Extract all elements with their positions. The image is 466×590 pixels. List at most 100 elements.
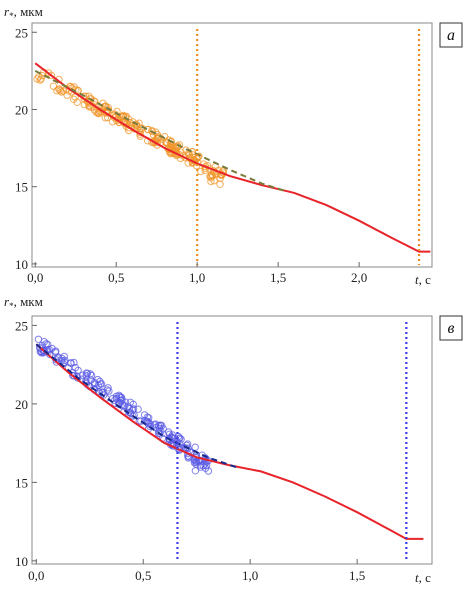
panel-a-y-tick-label: 25	[15, 25, 28, 40]
panel-b-y-tick-label: 20	[15, 397, 28, 412]
panel-a-data-point	[90, 97, 99, 105]
panel-a-y-tick-label: 20	[15, 102, 28, 117]
panel-b-data-point	[91, 380, 99, 388]
panel-a-x-axis: 0,0 0,5 1,0 1,5 2,0	[27, 262, 367, 285]
panel-b-data-point	[191, 443, 199, 451]
panel-a-data-point	[175, 141, 184, 149]
panel-b-y-tick-label: 25	[15, 318, 28, 333]
panel-b-y-tick-label: 15	[15, 475, 28, 490]
panel-b-data-point	[82, 372, 91, 380]
panel-a-data-point	[124, 124, 133, 132]
panel-b-x-tick-label: 1,5	[349, 568, 365, 583]
panel-b-model-curve	[35, 343, 424, 540]
panel-b-tag-box	[439, 315, 463, 341]
panel-a-data-point	[63, 91, 71, 99]
panel-a-data-point	[47, 71, 56, 80]
panel-a-x-tick-label: 1,0	[189, 270, 205, 285]
panel-b-data-point	[130, 411, 138, 419]
panel-a-data-point	[207, 174, 215, 182]
panel-a-x-tick-label: 0,5	[108, 270, 124, 285]
panel-b-data-point	[145, 414, 153, 422]
panel-b-y-axis: 10 15 20 25	[15, 318, 37, 569]
panel-b-data-point	[154, 429, 163, 438]
panel-b-data-points	[34, 335, 213, 475]
panel-a-data-point	[197, 167, 205, 176]
panel-b-data-point	[52, 347, 60, 355]
panel-a-xlabel-symbol: t	[415, 272, 419, 287]
panel-a-data-point	[216, 174, 225, 182]
panel-a-data-point	[49, 82, 58, 90]
panel-a-ylabel-subscript: *	[9, 11, 14, 21]
panel-a-y-axis-title: r*, мкм	[4, 4, 43, 21]
panel-b-x-axis-title: t, с	[415, 570, 431, 585]
panel-a-data-point	[37, 75, 45, 83]
panel-a-data-point	[36, 76, 44, 84]
panel-a-data-point	[95, 109, 103, 118]
panel-a-data-point	[56, 86, 65, 95]
panel-a-y-tick-label: 10	[15, 257, 28, 272]
panel-b-x-axis: 0,0 0,5 1,0 1,5	[28, 559, 365, 583]
panel-a-data-point	[148, 127, 157, 136]
panel-b-data-point	[184, 444, 192, 452]
panel-a-x-tick-label: 1,5	[270, 270, 286, 285]
panel-b-data-point	[134, 405, 142, 413]
panel-a-x-tick-label: 0,0	[27, 270, 43, 285]
panel-a: r*, мкм 10 15 20 25 0,0 0,5 1,0 1,5 2,0 а t, с	[4, 4, 463, 287]
panel-a-data-point	[133, 121, 141, 129]
panel-b-ylabel-subscript: *	[9, 301, 14, 311]
panel-b-data-point	[112, 394, 121, 403]
panel-a-ylabel-symbol: r	[4, 4, 10, 19]
panel-b-data-point	[168, 431, 177, 439]
panel-b-xlabel-symbol: t	[415, 570, 419, 585]
panel-b-data-point	[42, 340, 50, 348]
panel-b-data-point	[112, 392, 121, 400]
panel-a-data-point	[216, 180, 224, 189]
panel-a-dashed-fit-line	[34, 70, 287, 193]
panel-b-data-point	[192, 453, 200, 461]
panel-b-data-point	[197, 463, 205, 471]
panel-b-x-tick-label: 1,0	[242, 568, 258, 583]
panel-a-data-point	[148, 126, 156, 135]
panel-b-data-point	[155, 424, 164, 433]
panel-b-plot-area	[34, 322, 424, 562]
panel-a-data-point	[124, 115, 133, 123]
panel-b-data-point	[82, 369, 91, 377]
panel-a-data-point	[181, 154, 190, 162]
panel-a-tag-box	[439, 22, 463, 48]
panel-b-x-tick-label: 0,5	[135, 568, 151, 583]
panel-a-x-axis-title: t, с	[415, 272, 431, 287]
panel-b-y-tick-label: 10	[15, 554, 28, 569]
panel-a-model-curve	[34, 62, 431, 253]
panel-b-dashed-fit-line	[35, 343, 240, 470]
panel-b-ylabel-symbol: r	[4, 294, 10, 309]
panel-a-x-tick-label: 2,0	[351, 270, 367, 285]
panel-b-data-point	[71, 363, 80, 372]
panel-a-data-point	[207, 177, 215, 186]
panel-b-data-point	[60, 358, 69, 366]
panel-a-data-point	[73, 98, 81, 107]
panel-b-y-axis-title: r*, мкм	[4, 294, 43, 311]
panel-b-plot-frame	[31, 315, 433, 565]
panel-b-tag: в	[448, 320, 455, 337]
panel-a-xlabel-unit: , с	[419, 272, 432, 287]
panel-a-data-point	[167, 137, 175, 145]
panel-a-tag: а	[447, 27, 455, 44]
panel-a-ylabel-unit: , мкм	[14, 4, 43, 19]
panel-b-data-point	[156, 421, 164, 429]
panel-b-data-point	[86, 370, 95, 378]
panel-b-data-point	[135, 417, 144, 425]
panel-b-xlabel-unit: , с	[419, 570, 432, 585]
panel-b-data-point	[165, 430, 174, 438]
panel-a-y-tick-label: 15	[15, 180, 28, 195]
panel-b-data-point	[40, 338, 48, 346]
panel-b-data-point	[70, 358, 78, 367]
panel-a-data-point	[53, 87, 61, 95]
panel-b-data-point	[204, 467, 213, 475]
panel-a-data-point	[206, 172, 214, 181]
panel-a-y-axis: 10 15 20 25	[15, 25, 37, 272]
panel-b-data-point	[125, 404, 134, 413]
panel-a-plot-frame	[31, 22, 433, 268]
panel-b-data-point	[70, 372, 78, 380]
panel-b-ylabel-unit: , мкм	[14, 294, 43, 309]
